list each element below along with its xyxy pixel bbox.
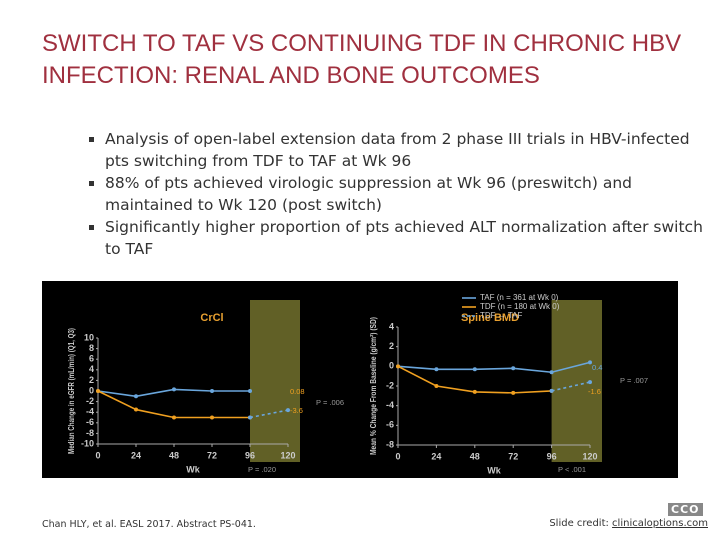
data-point bbox=[134, 407, 138, 412]
legend-label: TDF → TAF bbox=[480, 311, 522, 320]
x-tick-label: 96 bbox=[245, 450, 255, 460]
x-tick-label: 72 bbox=[207, 450, 217, 460]
data-point bbox=[549, 370, 554, 375]
x-axis-label: Wk bbox=[186, 464, 200, 474]
data-point bbox=[511, 390, 516, 395]
y-tick-label: -6 bbox=[386, 420, 394, 430]
x-tick-label: 72 bbox=[508, 451, 518, 461]
bullet-list: Analysis of open-label extension data fr… bbox=[80, 128, 705, 260]
annotation: P < .001 bbox=[558, 465, 586, 474]
x-tick-label: 48 bbox=[470, 451, 480, 461]
x-tick-label: 96 bbox=[547, 451, 557, 461]
y-tick-label: 2 bbox=[89, 375, 94, 385]
data-point bbox=[396, 364, 400, 369]
data-point bbox=[210, 415, 214, 420]
annotation: P = .006 bbox=[316, 398, 344, 407]
series-line bbox=[551, 381, 591, 392]
x-axis-label: Wk bbox=[487, 465, 501, 475]
y-tick-label: -2 bbox=[86, 396, 94, 406]
data-point bbox=[434, 367, 439, 372]
annotation: -3.6 bbox=[290, 406, 303, 415]
y-tick-label: -4 bbox=[86, 407, 94, 417]
credit-label: Slide credit: bbox=[549, 518, 609, 529]
credit-link[interactable]: clinicaloptions.com bbox=[612, 518, 708, 529]
data-point bbox=[210, 389, 214, 393]
annotation: 0.4 bbox=[592, 363, 602, 372]
data-point bbox=[134, 394, 138, 399]
data-point bbox=[248, 389, 252, 393]
switch-region bbox=[551, 300, 602, 462]
data-point bbox=[511, 366, 516, 371]
y-tick-label: 0 bbox=[89, 385, 94, 395]
data-point bbox=[588, 360, 592, 365]
series-line bbox=[249, 409, 289, 419]
y-tick-label: 6 bbox=[89, 354, 94, 364]
data-point bbox=[248, 415, 252, 420]
y-tick-label: -2 bbox=[386, 380, 394, 390]
y-tick-label: -6 bbox=[86, 417, 94, 427]
panel-title: CrCl bbox=[200, 312, 223, 324]
y-tick-label: 4 bbox=[389, 321, 394, 331]
annotation: 0.08 bbox=[290, 387, 305, 396]
y-tick-label: 4 bbox=[89, 364, 94, 374]
legend-label: TAF (n = 361 at Wk 0) bbox=[480, 293, 559, 302]
slide-credit: Slide credit: clinicaloptions.com bbox=[549, 518, 708, 529]
y-tick-label: 0 bbox=[389, 361, 394, 371]
data-point bbox=[96, 389, 100, 393]
logo: CCO bbox=[668, 503, 703, 516]
y-axis-label: Mean % Change From Baseline (g/cm²) (SD) bbox=[369, 317, 378, 455]
annotation: P = .007 bbox=[620, 376, 648, 385]
series-line bbox=[397, 361, 591, 374]
y-tick-label: 8 bbox=[89, 343, 94, 353]
data-point bbox=[172, 415, 176, 420]
data-point bbox=[588, 380, 592, 385]
bullet: 88% of pts achieved virologic suppressio… bbox=[105, 172, 705, 216]
citation: Chan HLY, et al. EASL 2017. Abstract PS-… bbox=[42, 519, 256, 530]
x-tick-label: 24 bbox=[131, 450, 141, 460]
y-tick-label: -8 bbox=[386, 439, 394, 449]
data-point bbox=[286, 408, 290, 413]
y-tick-label: -10 bbox=[81, 438, 94, 448]
y-tick-label: -4 bbox=[386, 400, 394, 410]
legend-label: TDF (n = 180 at Wk 0) bbox=[480, 302, 560, 311]
data-point bbox=[472, 367, 477, 372]
y-tick-label: 2 bbox=[389, 341, 394, 351]
y-tick-label: 10 bbox=[84, 332, 94, 342]
switch-region bbox=[250, 300, 300, 462]
y-tick-label: -8 bbox=[86, 428, 94, 438]
data-point bbox=[434, 384, 439, 388]
bullet: Significantly higher proportion of pts a… bbox=[105, 216, 705, 260]
annotation: -1.6 bbox=[588, 387, 601, 396]
x-tick-label: 0 bbox=[395, 451, 400, 461]
bullet: Analysis of open-label extension data fr… bbox=[105, 128, 705, 172]
annotation: P = .020 bbox=[248, 465, 276, 474]
panel-title: Spine BMD bbox=[461, 312, 519, 324]
data-point bbox=[472, 389, 477, 394]
x-tick-label: 48 bbox=[169, 450, 179, 460]
data-point bbox=[172, 387, 176, 392]
x-tick-label: 24 bbox=[431, 451, 441, 461]
x-tick-label: 120 bbox=[582, 451, 597, 461]
data-point bbox=[549, 388, 554, 393]
x-tick-label: 0 bbox=[95, 450, 100, 460]
y-axis-label: Median Change in eGFR (mL/min) (Q1, Q3) bbox=[67, 328, 76, 454]
x-tick-label: 120 bbox=[280, 450, 295, 460]
slide-title: SWITCH TO TAF VS CONTINUING TDF IN CHRON… bbox=[42, 30, 682, 89]
